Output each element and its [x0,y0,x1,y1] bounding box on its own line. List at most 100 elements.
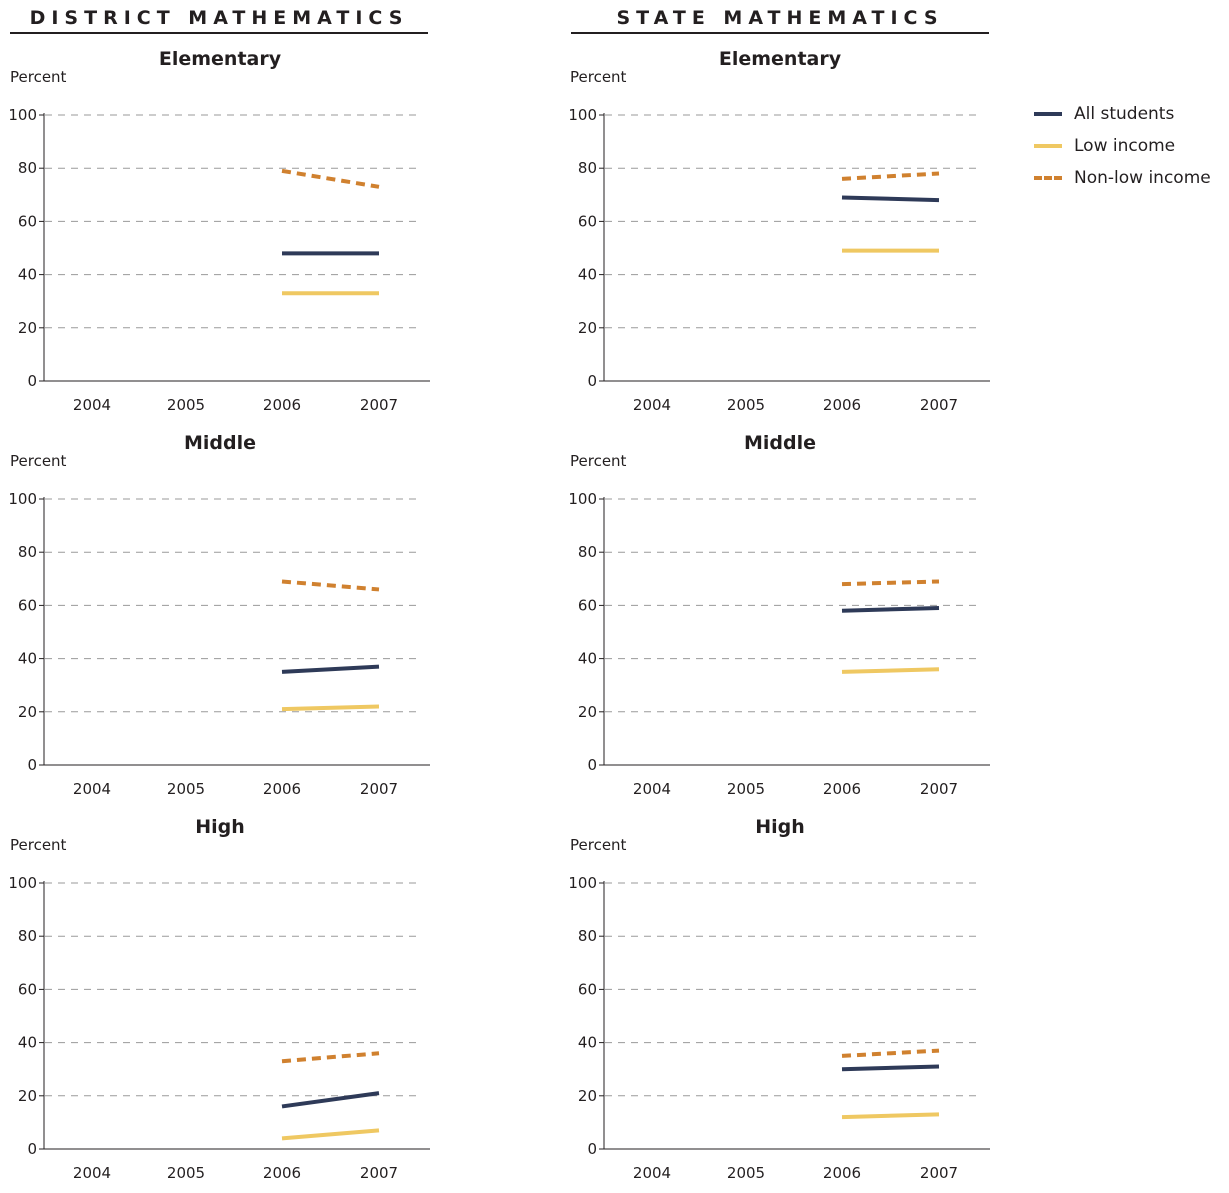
y-tick-label: 100 [8,106,37,124]
y-tick-label: 100 [8,874,37,892]
y-tick-label: 60 [578,980,597,998]
series-line-non-low-income [841,1048,940,1058]
x-tick-label: 2006 [263,780,301,798]
y-tick-label: 20 [578,1087,597,1105]
series-line-low-income [841,1112,940,1120]
y-tick-label: 40 [18,266,37,284]
chart-svg: Elementary Percent 0 20 40 60 80 100 2004 2005 200… [8,48,430,414]
y-tick-label: 80 [578,159,597,177]
series-line-all-students [841,195,940,203]
y-tick-label: 0 [587,1140,597,1158]
x-tick-label: 2004 [73,396,111,414]
chart-title: Elementary [719,48,842,70]
chart-district-elementary: Elementary Percent 0 20 40 60 80 100 2004 2005 200… [8,40,430,425]
x-tick-label: 2006 [823,780,861,798]
y-tick-label: 0 [587,372,597,390]
y-tick-label: 100 [568,106,597,124]
series-line-low-income [281,704,380,712]
x-tick-label: 2005 [727,1164,765,1182]
y-tick-label: 100 [568,874,597,892]
y-axis-label: Percent [570,452,627,470]
chart-state-elementary: Elementary Percent 0 20 40 60 80 100 2004 2005 200… [568,40,990,425]
chart-title: Middle [184,432,256,454]
legend-label-low-income: Low income [1074,136,1176,156]
y-axis-label: Percent [570,836,627,854]
y-tick-label: 80 [18,927,37,945]
legend-item-non-low-income: Non-low income [1034,162,1229,194]
y-tick-label: 20 [578,703,597,721]
legend-swatch-non-low-income [1034,176,1062,180]
y-tick-label: 20 [18,1087,37,1105]
y-tick-label: 0 [27,756,37,774]
y-tick-label: 80 [18,159,37,177]
chart-svg: Middle Percent 0 20 40 60 80 100 2004 2005 2006 200… [8,432,430,798]
series-line-non-low-income [281,168,380,189]
chart-state-high: High Percent 0 20 40 60 80 100 2004 2005 2006 2007 [568,808,990,1193]
legend-swatch-all-students [1034,112,1062,116]
x-tick-label: 2005 [167,780,205,798]
y-tick-label: 60 [578,212,597,230]
y-axis-label: Percent [10,836,67,854]
y-tick-label: 80 [18,543,37,561]
x-tick-label: 2004 [633,1164,671,1182]
chart-district-middle: Middle Percent 0 20 40 60 80 100 2004 2005 2006 200… [8,424,430,809]
y-axis-label: Percent [10,68,67,86]
y-tick-label: 80 [578,543,597,561]
district-header-rule [10,32,428,34]
x-tick-label: 2006 [263,1164,301,1182]
series-line-all-students [281,664,380,674]
chart-svg: High Percent 0 20 40 60 80 100 2004 2005 2006 2007 [568,816,990,1182]
y-tick-label: 40 [578,650,597,668]
y-tick-label: 0 [27,372,37,390]
chart-title: Elementary [159,48,282,70]
chart-district-high: High Percent 0 20 40 60 80 100 2004 2005 2006 2007 [8,808,430,1193]
y-tick-label: 20 [578,319,597,337]
x-tick-label: 2005 [727,780,765,798]
series-line-all-students [841,606,940,613]
x-tick-label: 2005 [167,396,205,414]
x-tick-label: 2007 [920,1164,958,1182]
chart-svg: Elementary Percent 0 20 40 60 80 100 2004 2005 200… [568,48,990,414]
x-tick-label: 2005 [727,396,765,414]
x-tick-label: 2007 [920,780,958,798]
series-line-non-low-income [281,579,380,592]
district-header: DISTRICT MATHEMATICS [29,7,409,29]
x-tick-label: 2005 [167,1164,205,1182]
y-tick-label: 40 [18,1034,37,1052]
x-tick-label: 2004 [633,780,671,798]
y-tick-label: 80 [578,927,597,945]
y-axis-label: Percent [570,68,627,86]
y-tick-label: 20 [18,319,37,337]
y-tick-label: 40 [578,266,597,284]
legend-label-all-students: All students [1074,104,1175,124]
x-tick-label: 2006 [263,396,301,414]
series-line-non-low-income [841,579,940,587]
legend-label-non-low-income: Non-low income [1074,168,1211,188]
chart-svg: Middle Percent 0 20 40 60 80 100 2004 2005 2006 200… [568,432,990,798]
chart-title: High [755,816,805,838]
y-tick-label: 60 [578,596,597,614]
y-tick-label: 60 [18,980,37,998]
series-line-low-income [281,1128,380,1141]
series-line-all-students [281,1091,380,1109]
x-tick-label: 2006 [823,1164,861,1182]
y-tick-label: 0 [27,1140,37,1158]
legend-item-all-students: All students [1034,98,1229,130]
chart-title: High [195,816,245,838]
x-tick-label: 2007 [360,1164,398,1182]
chart-state-middle: Middle Percent 0 20 40 60 80 100 2004 2005 2006 200… [568,424,990,809]
series-line-non-low-income [841,171,940,181]
series-line-low-income [841,667,940,674]
y-tick-label: 0 [587,756,597,774]
y-tick-label: 60 [18,596,37,614]
legend: All students Low income Non-low income [1034,98,1229,194]
chart-title: Middle [744,432,816,454]
y-tick-label: 40 [578,1034,597,1052]
x-tick-label: 2004 [633,396,671,414]
legend-item-low-income: Low income [1034,130,1229,162]
series-line-non-low-income [281,1051,380,1064]
x-tick-label: 2007 [920,396,958,414]
y-tick-label: 60 [18,212,37,230]
y-tick-label: 100 [568,490,597,508]
y-axis-label: Percent [10,452,67,470]
